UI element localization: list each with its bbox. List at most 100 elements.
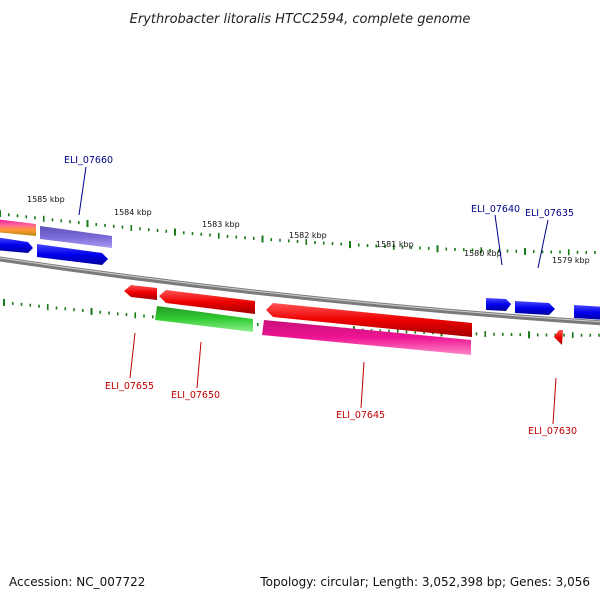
scale-tick-outer [147, 228, 150, 232]
scale-tick-outer [489, 249, 491, 253]
gene-eli-07640[interactable] [486, 298, 511, 311]
label-eli-07630[interactable]: ELI_07630 [528, 426, 577, 437]
scale-tick-inner [81, 309, 84, 313]
scale-tick-outer [200, 232, 203, 236]
scale-tick-outer [69, 220, 71, 224]
scale-tick-outer [296, 239, 299, 243]
leader-eli-07635 [537, 219, 549, 269]
scale-tick-outer [252, 236, 255, 240]
scale-tick-outer [436, 245, 439, 253]
scale-tick-outer [454, 247, 456, 251]
gene-multicolor-left[interactable] [0, 219, 36, 236]
scale-label-1584: 1584 kbp [114, 208, 152, 217]
scale-tick-outer [506, 249, 509, 253]
scale-tick-outer [95, 222, 98, 226]
scale-tick-inner [563, 333, 565, 337]
footer-accession: Accession: NC_007722 [9, 575, 145, 589]
scale-tick-outer [541, 250, 544, 254]
scale-tick-inner [571, 332, 574, 339]
scale-tick-outer [191, 232, 194, 236]
scale-tick-outer [462, 248, 465, 252]
scale-tick-inner [475, 332, 478, 336]
scale-tick-outer [86, 220, 89, 228]
scale-tick-outer [60, 219, 63, 223]
scale-label-1583: 1583 kbp [202, 220, 240, 229]
scale-tick-outer [322, 241, 325, 245]
scale-tick-outer [42, 215, 45, 222]
scale-tick-outer [130, 224, 133, 231]
scale-tick-outer [174, 228, 176, 236]
scale-tick-inner [528, 331, 530, 339]
scale-tick-inner [3, 298, 5, 306]
scale-tick-outer [576, 250, 579, 254]
leader-eli-07640 [494, 214, 503, 266]
scale-tick-outer [104, 223, 106, 227]
scale-tick-outer [445, 247, 448, 251]
scale-tick-outer [7, 213, 10, 217]
scale-tick-outer [410, 246, 413, 250]
scale-tick-outer [524, 247, 526, 255]
label-eli-07645[interactable]: ELI_07645 [336, 410, 385, 421]
scale-tick-inner [545, 333, 548, 337]
leader-eli-07655 [129, 332, 136, 379]
gene-eli-07645[interactable] [262, 320, 471, 355]
scale-tick-outer [585, 250, 588, 254]
scale-tick-inner [73, 308, 75, 312]
scale-tick-outer [471, 248, 474, 252]
scale-tick-inner [554, 333, 557, 337]
gene-blue-right[interactable] [574, 305, 600, 320]
scale-label-1585: 1585 kbp [27, 195, 65, 204]
gene-red-3[interactable] [266, 303, 472, 337]
scale-tick-outer [384, 244, 386, 248]
scale-tick-outer [51, 218, 54, 222]
scale-tick-outer [305, 239, 308, 246]
scale-tick-inner [510, 333, 513, 337]
scale-tick-outer [515, 249, 518, 253]
scale-tick-inner [414, 330, 417, 334]
gene-eli-07650[interactable] [155, 306, 253, 332]
scale-tick-outer [0, 210, 1, 218]
gene-red-2[interactable] [159, 290, 255, 314]
scale-tick-outer [392, 243, 395, 250]
scale-tick-outer [314, 241, 316, 245]
scale-label-1581: 1581 kbp [376, 240, 414, 249]
scale-tick-outer [182, 231, 185, 235]
scale-tick-inner [536, 333, 539, 337]
scale-tick-inner [64, 307, 67, 311]
scale-tick-outer [594, 251, 596, 255]
scale-tick-inner [55, 306, 58, 310]
scale-tick-inner [580, 333, 583, 337]
scale-tick-outer [112, 224, 115, 228]
scale-tick-outer [559, 250, 561, 254]
scale-tick-inner [589, 333, 592, 337]
scale-tick-inner [116, 312, 119, 316]
label-eli-07635[interactable]: ELI_07635 [525, 208, 574, 219]
scale-label-1580: 1580 kbp [464, 249, 502, 258]
scale-tick-inner [519, 333, 522, 337]
scale-tick-inner [598, 333, 600, 337]
gene-eli-07630[interactable] [554, 330, 563, 345]
scale-tick-outer [217, 232, 220, 239]
gene-blue-left-2[interactable] [37, 244, 108, 265]
scale-tick-inner [151, 315, 154, 319]
gene-eli-07635[interactable] [515, 301, 555, 315]
scale-tick-outer [165, 229, 168, 233]
scale-tick-outer [497, 249, 500, 253]
label-eli-07655[interactable]: ELI_07655 [105, 381, 154, 392]
scale-tick-outer [427, 246, 430, 250]
gene-eli-07660[interactable] [40, 226, 112, 248]
scale-tick-inner [405, 330, 408, 334]
gene-blue-left-1[interactable] [0, 237, 33, 253]
scale-tick-inner [90, 307, 93, 315]
scale-tick-outer [419, 246, 421, 250]
label-eli-07660[interactable]: ELI_07660 [64, 155, 113, 166]
label-eli-07650[interactable]: ELI_07650 [171, 390, 220, 401]
scale-tick-inner [125, 313, 128, 317]
gene-eli-07655[interactable] [124, 285, 157, 300]
label-eli-07640[interactable]: ELI_07640 [471, 204, 520, 215]
scale-label-1582: 1582 kbp [289, 231, 327, 240]
leader-eli-07660 [78, 166, 87, 216]
scale-tick-inner [134, 312, 137, 319]
scale-tick-outer [226, 234, 229, 238]
scale-tick-outer [244, 236, 246, 240]
